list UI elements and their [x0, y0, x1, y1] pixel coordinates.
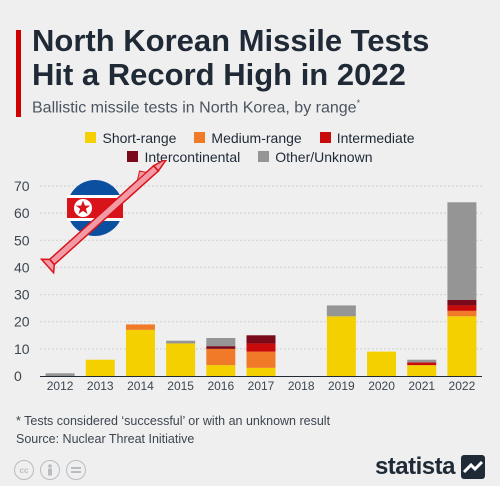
y-tick-label: 50 — [14, 232, 30, 248]
legend-label-intercontinental: Intercontinental — [144, 148, 241, 165]
statista-brand[interactable]: statista — [375, 453, 485, 481]
x-tick-label: 2020 — [368, 379, 395, 393]
bar-2016-medium-range — [206, 348, 236, 366]
subtitle-text: Ballistic missile tests in North Korea, … — [32, 99, 357, 117]
legend-label-intermediate: Intermediate — [336, 129, 415, 146]
legend-label-other-unknown: Other/Unknown — [275, 148, 373, 165]
x-tick-label: 2018 — [288, 379, 315, 393]
y-tick-label: 60 — [14, 205, 30, 221]
missile-icon — [39, 160, 168, 275]
legend-swatch-medium-range — [194, 132, 206, 143]
bar-2021-intermediate — [407, 362, 437, 366]
bar-2019-short-range — [326, 316, 356, 376]
legend-swatch-short-range — [85, 132, 97, 143]
bar-2019-other-unknown — [326, 305, 356, 317]
x-tick-label: 2013 — [87, 379, 114, 393]
y-tick-label: 20 — [14, 314, 30, 330]
x-tick-label: 2016 — [207, 379, 234, 393]
y-tick-label: 40 — [14, 259, 30, 275]
legend-swatch-intercontinental — [127, 151, 139, 162]
bar-2020-short-range — [367, 351, 397, 376]
legend-swatch-intermediate — [319, 132, 331, 143]
x-tick-label: 2021 — [408, 379, 435, 393]
bar-2016-short-range — [206, 365, 236, 376]
legend-item-short-range: Short-range — [85, 130, 176, 146]
x-tick-label: 2017 — [248, 379, 275, 393]
bar-2022-other-unknown — [447, 202, 477, 300]
legend-row-2: Intercontinental Other/Unknown — [0, 147, 500, 166]
bar-2022-intermediate — [447, 305, 477, 311]
grid-layer — [40, 185, 482, 350]
attribution-icon[interactable] — [40, 460, 60, 480]
y-tick-label: 0 — [14, 368, 22, 384]
bar-2015-other-unknown — [166, 340, 196, 344]
bar-2022-intercontinental — [447, 300, 477, 306]
legend-swatch-other-unknown — [258, 151, 270, 162]
y-tick-label: 30 — [14, 287, 30, 303]
chart-title: North Korean Missile Tests Hit a Record … — [32, 23, 430, 92]
chart-subtitle: Ballistic missile tests in North Korea, … — [32, 98, 360, 117]
flag-missile-illustration — [39, 160, 168, 275]
bar-2012-other-unknown — [45, 373, 75, 376]
creative-commons-icon[interactable]: cc — [14, 460, 34, 480]
bar-2021-other-unknown — [407, 359, 437, 363]
license-icons: cc — [14, 460, 86, 480]
y-tick-label: 70 — [14, 178, 30, 194]
legend-label-short-range: Short-range — [102, 129, 177, 146]
legend-item-medium-range: Medium-range — [194, 129, 302, 146]
bar-2022-short-range — [447, 316, 477, 376]
bar-2017-intermediate — [246, 343, 276, 352]
statista-logo-icon — [461, 455, 485, 479]
x-tick-label: 2019 — [328, 379, 355, 393]
bar-2022-medium-range — [447, 310, 477, 317]
bar-2014-short-range — [125, 329, 155, 376]
no-derivatives-icon[interactable] — [66, 460, 86, 480]
bar-2016-other-unknown — [206, 338, 236, 347]
x-tick-label: 2015 — [167, 379, 194, 393]
x-tick-label: 2022 — [449, 379, 476, 393]
footnote: * Tests considered ‘successful’ or with … — [16, 414, 331, 428]
bar-2017-intercontinental — [246, 335, 276, 344]
bar-2017-medium-range — [246, 351, 276, 368]
bar-2016-intercontinental — [206, 346, 236, 349]
subtitle-footnote-mark: * — [356, 98, 361, 108]
bars-layer — [45, 202, 477, 376]
bar-2017-short-range — [246, 367, 276, 376]
bar-2013-short-range — [85, 359, 115, 376]
x-tick-label: 2012 — [47, 379, 74, 393]
bar-2021-short-range — [407, 365, 437, 376]
x-tick-label: 2014 — [127, 379, 154, 393]
statista-wordmark: statista — [374, 453, 456, 480]
stacked-bar-chart: 0 10 20 30 40 50 60 70 2012 2013 2014 2015 2016 2017 2… — [14, 160, 482, 393]
title-accent-bar — [16, 30, 21, 117]
bar-2015-short-range — [166, 343, 196, 376]
legend-item-other-unknown: Other/Unknown — [258, 148, 373, 165]
source-note: Source: Nuclear Threat Initiative — [16, 432, 195, 446]
legend-row-1: Short-range Medium-range Intermediate — [0, 128, 500, 147]
y-tick-label: 10 — [14, 341, 30, 357]
bar-2014-medium-range — [125, 324, 155, 330]
legend-item-intercontinental: Intercontinental — [127, 149, 240, 165]
legend-item-intermediate: Intermediate — [319, 129, 415, 146]
axis-layer: 0 10 20 30 40 50 60 70 2012 2013 2014 2015 2016 2017 2… — [14, 178, 482, 393]
legend-label-medium-range: Medium-range — [211, 129, 302, 146]
chart-legend: Short-range Medium-range Intermediate In… — [0, 128, 500, 166]
